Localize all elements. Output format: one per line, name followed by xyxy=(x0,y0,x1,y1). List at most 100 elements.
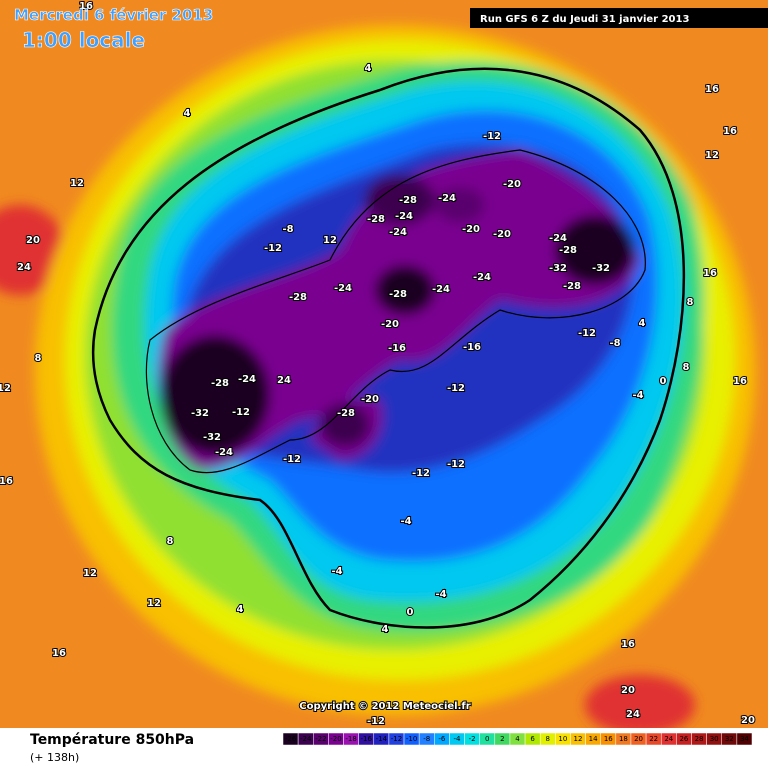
contour-label: -32 xyxy=(191,408,209,419)
contour-label: -4 xyxy=(400,516,411,527)
contour-label: -24 xyxy=(438,193,456,204)
contour-label: -12 xyxy=(447,383,465,394)
contour-label: 20 xyxy=(621,685,635,696)
contour-label: 0 xyxy=(660,376,667,387)
contour-label: 4 xyxy=(237,604,244,615)
contour-label: -24 xyxy=(238,374,256,385)
contour-label: 12 xyxy=(147,598,161,609)
contour-label: -12 xyxy=(578,328,596,339)
contour-label: -28 xyxy=(389,289,407,300)
contour-label: -24 xyxy=(549,233,567,244)
contour-label: -20 xyxy=(381,319,399,330)
contour-label: 24 xyxy=(626,709,640,720)
scale-label: 8 xyxy=(546,735,550,743)
forecast-lead: (+ 138h) xyxy=(30,751,79,764)
contour-label: -4 xyxy=(435,589,446,600)
contour-label: -12 xyxy=(283,454,301,465)
contour-label: 16 xyxy=(705,84,719,95)
contour-label: 4 xyxy=(184,108,191,119)
contour-label: 16 xyxy=(621,639,635,650)
contour-label: 8 xyxy=(35,353,42,364)
scale-label: -24 xyxy=(300,735,312,743)
contour-label: -32 xyxy=(203,432,221,443)
contour-label: 16 xyxy=(0,476,13,487)
copyright: Copyright © 2012 Meteociel.fr xyxy=(299,701,470,712)
scale-label: 6 xyxy=(530,735,535,743)
scale-label: -20 xyxy=(330,735,341,743)
contour-label: 16 xyxy=(733,376,747,387)
contour-label: 16 xyxy=(52,648,66,659)
contour-label: -12 xyxy=(447,459,465,470)
run-box xyxy=(470,8,768,28)
contour-label: 16 xyxy=(703,268,717,279)
contour-label: -24 xyxy=(432,284,450,295)
scale-label: -18 xyxy=(345,735,356,743)
contour-label: -16 xyxy=(388,343,406,354)
contour-label: -16 xyxy=(463,342,481,353)
contour-label: -12 xyxy=(412,468,430,479)
contour-label: 12 xyxy=(70,178,84,189)
contour-label: 20 xyxy=(741,715,755,726)
contour-label: 0 xyxy=(407,607,414,618)
scale-label: 16 xyxy=(604,735,613,743)
color-swatch xyxy=(736,732,753,746)
scale-label: -14 xyxy=(376,735,388,743)
contour-label: 24 xyxy=(277,375,291,386)
scale-label: 24 xyxy=(664,735,673,743)
scale-label: -26 xyxy=(285,735,297,743)
scale-label: -12 xyxy=(391,735,402,743)
contour-label: 12 xyxy=(705,150,719,161)
contour-label: -12 xyxy=(483,131,501,142)
scale-label: -22 xyxy=(315,735,326,743)
contour-label: -20 xyxy=(361,394,379,405)
contour-label: -12 xyxy=(367,716,385,727)
scale-label: -8 xyxy=(423,735,430,743)
field-title: Température 850hPa xyxy=(30,732,194,748)
contour-label: 4 xyxy=(639,318,646,329)
contour-label: -28 xyxy=(559,245,577,256)
contour-label: 4 xyxy=(382,624,389,635)
contour-label: 12 xyxy=(323,235,337,246)
contour-label: -24 xyxy=(215,447,233,458)
contour-label: 12 xyxy=(0,383,11,394)
contour-label: -28 xyxy=(289,292,307,303)
scale-label: 20 xyxy=(634,735,643,743)
scale-label: -6 xyxy=(438,735,446,743)
scale-label: 12 xyxy=(574,735,583,743)
color-scale: -26 -24 -22 -20 -18 -16 -14 -12 -10 -8 -6 -4 -2 0 2 4 6 8… xyxy=(282,732,753,746)
footer: Température 850hPa (+ 138h) -26 -24 -22 -20… xyxy=(0,728,768,768)
contour-label: 8 xyxy=(167,536,174,547)
contour-label: -24 xyxy=(395,211,413,222)
contour-label: -28 xyxy=(337,408,355,419)
contour-label: 16 xyxy=(79,1,93,12)
scale-label: 34 xyxy=(740,735,749,743)
contour-label: -24 xyxy=(389,227,407,238)
contour-label: -28 xyxy=(563,281,581,292)
scale-label: 10 xyxy=(558,735,567,743)
contour-label: -4 xyxy=(331,566,342,577)
header: Mercredi 6 février 2013 1:00 locale Run … xyxy=(14,6,768,713)
contour-label: 16 xyxy=(723,126,737,137)
scale-label: 14 xyxy=(589,735,598,743)
contour-label: -4 xyxy=(632,390,643,401)
temperature-field: -28-24-28-24-24-20 -20 -24-28-32 -32-28-28-… xyxy=(0,0,768,728)
scale-label: 32 xyxy=(725,735,734,743)
scale-label: 0 xyxy=(485,735,489,743)
contour-label: -20 xyxy=(503,179,521,190)
scale-label: 4 xyxy=(515,735,520,743)
date-title: Mercredi 6 février 2013 xyxy=(14,6,213,24)
scale-label: 22 xyxy=(649,735,658,743)
contour-label: 8 xyxy=(683,362,690,373)
scale-label: -16 xyxy=(360,735,372,743)
contour-label: -20 xyxy=(493,229,511,240)
time-title: 1:00 locale xyxy=(22,28,145,52)
scale-label: 2 xyxy=(500,735,504,743)
contour-label: 24 xyxy=(17,262,31,273)
scale-label: -4 xyxy=(453,735,461,743)
contour-label: -20 xyxy=(462,224,480,235)
contour-label: -28 xyxy=(399,195,417,206)
scale-label: 26 xyxy=(679,735,688,743)
contour-labels: -28-24-28-24-24-20 -20 -24-28-32 -32-28-28-… xyxy=(0,0,756,728)
contour-label: -8 xyxy=(609,338,620,349)
